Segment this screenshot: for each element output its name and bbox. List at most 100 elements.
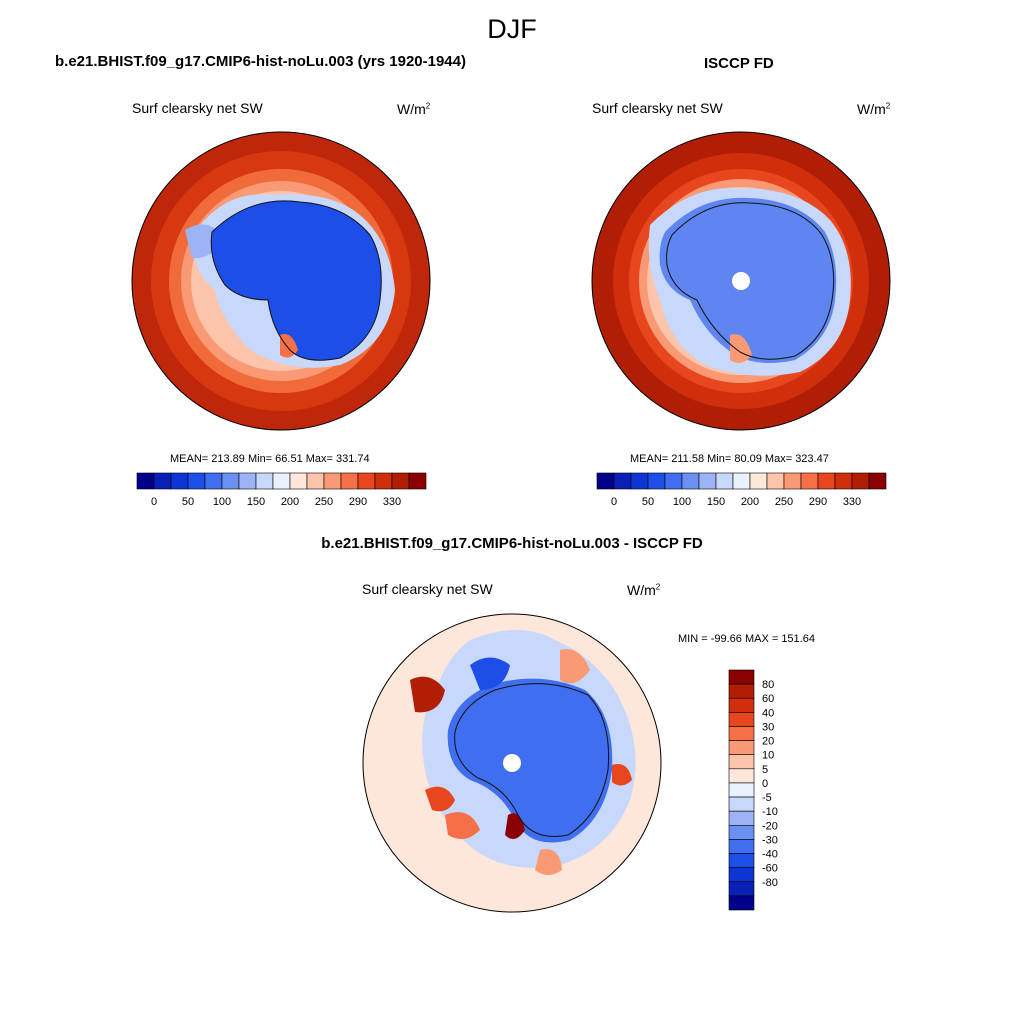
panel1-colorbar-swatch <box>391 472 410 490</box>
diff-colorbar-swatch <box>728 726 755 741</box>
panel2-colorbar-swatch <box>749 472 768 490</box>
panel1-colorbar-tick-label: 200 <box>281 496 299 508</box>
diff-colorbar-swatch <box>728 895 755 911</box>
panel1-colorbar: 0 50 100 150 200 250 290 330 <box>136 472 427 508</box>
panel2-colorbar-swatch <box>800 472 819 490</box>
panel3-variable: Surf clearsky net SW <box>362 581 493 597</box>
panel2-colorbar-swatch <box>698 472 717 490</box>
diff-colorbar-swatch <box>728 712 755 727</box>
panel1-colorbar-swatch <box>187 472 206 490</box>
diff-colorbar-tick-label: -30 <box>762 834 778 846</box>
panel1-colorbar-swatch <box>272 472 291 490</box>
panel2-colorbar-swatch <box>681 472 700 490</box>
diff-colorbar: 80 60 40 30 20 10 5 0 -5 -10 -20 -30 -40 -60 -80 <box>728 669 778 911</box>
diff-colorbar-swatch <box>728 669 755 685</box>
diff-colorbar-swatch <box>728 867 755 883</box>
diff-colorbar-tick-label: 10 <box>762 750 774 762</box>
panel3-polar-map <box>362 613 662 913</box>
panel1-polar-map <box>131 131 431 431</box>
diff-colorbar-tick-label: 30 <box>762 721 774 733</box>
diff-colorbar-swatch <box>728 796 755 812</box>
panel1-colorbar-swatch <box>289 472 308 490</box>
panel1-colorbar-tick-label: 150 <box>247 496 265 508</box>
diff-colorbar-tick-label: -60 <box>762 863 778 875</box>
panel3-heading: b.e21.BHIST.f09_g17.CMIP6-hist-noLu.003 … <box>321 535 703 552</box>
diff-colorbar-tick-label: 5 <box>762 764 768 776</box>
panel1-colorbar-swatch <box>136 472 155 490</box>
panel2-variable: Surf clearsky net SW <box>592 100 723 116</box>
panel1-variable: Surf clearsky net SW <box>132 100 263 116</box>
panel2-colorbar-swatch <box>596 472 615 490</box>
panel1-colorbar-swatch <box>170 472 189 490</box>
panel1-colorbar-tick-label: 330 <box>383 496 401 508</box>
panel2-colorbar-tick-label: 150 <box>707 496 725 508</box>
panel2-colorbar-swatch <box>817 472 836 490</box>
panel2-colorbar-swatch <box>732 472 751 490</box>
diff-colorbar-swatch <box>728 839 755 854</box>
diff-colorbar-swatch <box>728 697 755 713</box>
diff-colorbar-tick-label: -40 <box>762 849 778 861</box>
panel1-colorbar-swatch <box>323 472 342 490</box>
panel1-colorbar-swatch <box>374 472 393 490</box>
diff-colorbar-tick-label: -10 <box>762 806 778 818</box>
panel1-colorbar-swatch <box>238 472 257 490</box>
panel2-colorbar-tick-label: 50 <box>642 496 654 508</box>
diff-colorbar-tick-label: 0 <box>762 778 768 790</box>
panel2-colorbar-swatch <box>868 472 887 490</box>
panel1-colorbar-swatch <box>357 472 376 490</box>
panel2-colorbar-tick-label: 0 <box>611 496 617 508</box>
diff-colorbar-swatch <box>728 824 755 840</box>
panel2-heading: ISCCP FD <box>704 55 774 72</box>
panel2-colorbar-tick-label: 100 <box>673 496 691 508</box>
panel2-colorbar-swatch <box>664 472 683 490</box>
panel1-heading: b.e21.BHIST.f09_g17.CMIP6-hist-noLu.003 … <box>55 53 466 70</box>
panel2-colorbar: 0 50 100 150 200 250 290 330 <box>596 472 887 508</box>
diff-colorbar-swatch <box>728 754 755 770</box>
panel1-colorbar-tick-label: 100 <box>213 496 231 508</box>
panel1-colorbar-swatch <box>153 472 172 490</box>
panel2-colorbar-swatch <box>834 472 853 490</box>
diff-colorbar-tick-label: 60 <box>762 693 774 705</box>
diff-colorbar-swatch <box>728 810 755 826</box>
figure-title: DJF <box>487 14 537 44</box>
panel1-colorbar-tick-label: 50 <box>182 496 194 508</box>
panel3-stats: MIN = -99.66 MAX = 151.64 <box>678 633 815 645</box>
panel1-units: W/m2 <box>397 101 431 117</box>
diff-colorbar-swatch <box>728 881 755 897</box>
panel1-colorbar-swatch <box>204 472 223 490</box>
panel2-colorbar-swatch <box>851 472 870 490</box>
diff-colorbar-tick-label: 80 <box>762 679 774 691</box>
diff-colorbar-tick-label: 40 <box>762 707 774 719</box>
panel1-colorbar-swatch <box>306 472 325 490</box>
panel2-colorbar-swatch <box>647 472 666 490</box>
panel1-colorbar-swatch <box>340 472 359 490</box>
diff-colorbar-swatch <box>728 683 755 699</box>
panel2-colorbar-tick-label: 290 <box>809 496 827 508</box>
panel1-stats: MEAN= 213.89 Min= 66.51 Max= 331.74 <box>170 453 370 465</box>
panel1-colorbar-tick-label: 250 <box>315 496 333 508</box>
panel2-colorbar-swatch <box>783 472 802 490</box>
panel1-colorbar-swatch <box>221 472 240 490</box>
panel2-colorbar-tick-label: 200 <box>741 496 759 508</box>
diff-colorbar-tick-label: -5 <box>762 792 772 804</box>
panel3-units: W/m2 <box>627 582 661 598</box>
diff-colorbar-swatch <box>728 782 755 798</box>
diff-colorbar-swatch <box>728 740 755 756</box>
diff-colorbar-tick-label: -80 <box>762 877 778 889</box>
panel2-colorbar-swatch <box>766 472 785 490</box>
panel1-colorbar-swatch <box>255 472 274 490</box>
diff-colorbar-tick-label: -20 <box>762 820 778 832</box>
panel1-colorbar-tick-label: 0 <box>151 496 157 508</box>
panel1-colorbar-swatch <box>408 472 427 490</box>
diff-colorbar-swatch <box>728 853 755 868</box>
panel2-units: W/m2 <box>857 101 891 117</box>
panel2-colorbar-swatch <box>613 472 632 490</box>
panel2-stats: MEAN= 211.58 Min= 80.09 Max= 323.47 <box>630 453 829 465</box>
panel1-colorbar-tick-label: 290 <box>349 496 367 508</box>
panel2-colorbar-tick-label: 250 <box>775 496 793 508</box>
panel2-colorbar-tick-label: 330 <box>843 496 861 508</box>
diff-colorbar-tick-label: 20 <box>762 736 774 748</box>
panel2-polar-map <box>591 131 891 431</box>
diff-colorbar-swatch <box>728 768 755 784</box>
